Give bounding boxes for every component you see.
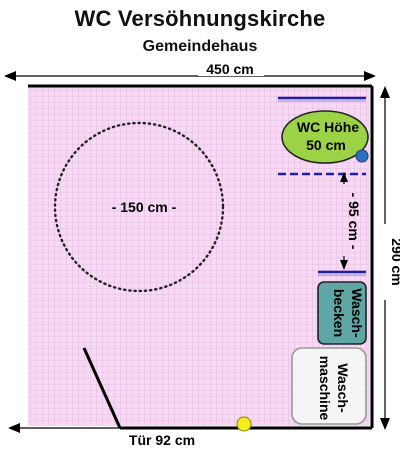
wash-basin (317, 281, 367, 345)
wc-toilet (281, 110, 369, 164)
washer-label-line2: maschine (317, 356, 333, 421)
wc-label-line1: WC Höhe (297, 119, 359, 135)
bottom-arrow-left-icon (8, 423, 20, 433)
floor-marker-icon (236, 416, 252, 432)
washer-label-line1: Wasch- (335, 363, 351, 413)
width-arrow-right-icon (364, 71, 376, 81)
clearance-arrow-down-icon (340, 260, 348, 270)
basin-label-line2: becken (331, 289, 347, 337)
height-arrow-up-icon (380, 86, 390, 98)
page-subtitle: Gemeindehaus (142, 38, 258, 55)
turning-circle-label: - 150 cm - (112, 199, 177, 215)
door-leaf (82, 347, 122, 429)
height-label: 290 cm (389, 238, 400, 285)
clearance-label: - 95 cm - (346, 193, 362, 250)
height-arrow-down-icon (380, 418, 390, 430)
wc-label-line2: 50 cm (306, 137, 346, 153)
width-label: 450 cm (206, 61, 253, 77)
washing-machine (291, 347, 367, 425)
door-label: Tür 92 cm (129, 432, 195, 448)
flush-button-icon (355, 149, 369, 163)
clearance-arrow-up-icon (340, 172, 348, 182)
turning-circle (53, 121, 225, 293)
page-title: WC Versöhnungskirche (74, 6, 326, 31)
width-arrow-left-icon (4, 71, 16, 81)
basin-label-line1: Wasch- (349, 288, 365, 338)
